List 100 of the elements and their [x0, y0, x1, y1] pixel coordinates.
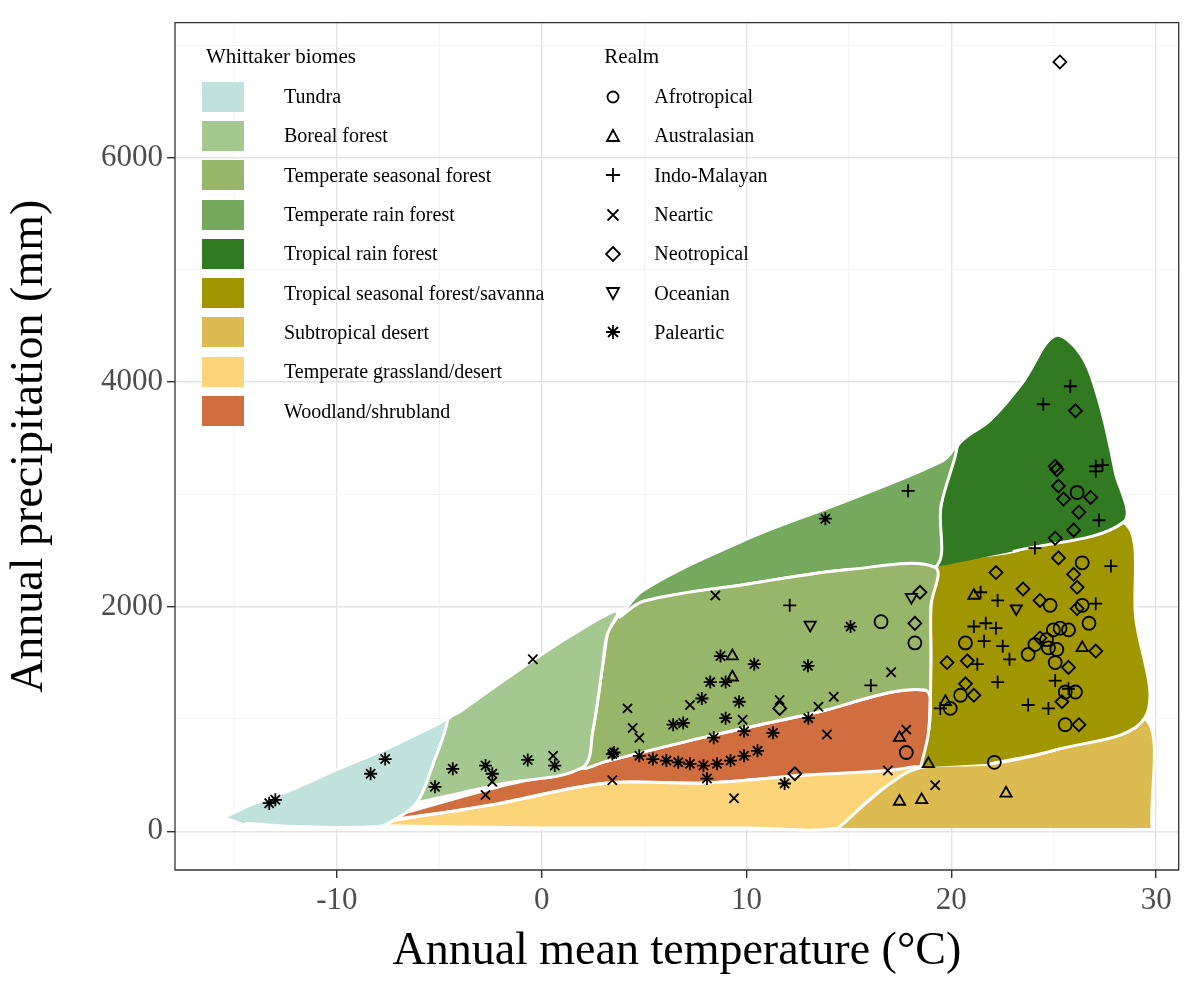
point	[659, 753, 674, 769]
point	[1069, 579, 1085, 595]
point	[958, 676, 973, 692]
point	[1069, 485, 1085, 500]
point	[1056, 491, 1071, 507]
point	[882, 765, 894, 776]
point	[1041, 700, 1056, 716]
point	[777, 776, 792, 791]
point	[1020, 646, 1036, 662]
point	[480, 789, 492, 801]
y-tick-label: 2000	[101, 586, 163, 622]
point	[1032, 630, 1048, 646]
y-tick-label: 0	[147, 811, 163, 847]
legend-label: Temperate seasonal forest	[284, 163, 492, 187]
point	[1047, 458, 1063, 474]
point	[990, 593, 1006, 608]
point	[800, 710, 816, 726]
legend-label: Boreal forest	[284, 124, 388, 148]
point	[921, 756, 935, 769]
point	[1049, 462, 1065, 478]
point	[1071, 717, 1087, 733]
point	[900, 724, 912, 736]
point	[1052, 620, 1068, 636]
point	[445, 761, 461, 777]
point	[904, 592, 918, 605]
point	[1047, 673, 1063, 688]
point	[261, 795, 277, 811]
point	[863, 678, 879, 693]
point	[725, 648, 739, 661]
point	[929, 779, 941, 791]
point	[966, 687, 982, 703]
point	[772, 700, 788, 716]
point	[645, 751, 661, 767]
point	[958, 635, 973, 651]
point	[1066, 522, 1082, 538]
point	[694, 691, 710, 706]
point	[1057, 717, 1073, 733]
point	[1069, 601, 1085, 616]
point	[627, 722, 639, 734]
point	[817, 511, 833, 527]
point	[973, 584, 989, 600]
point	[267, 792, 283, 808]
point	[765, 725, 781, 741]
legend-label: Woodland/shrubland	[284, 399, 451, 423]
point	[912, 584, 928, 600]
point	[1027, 637, 1043, 652]
legend-label: Tundra	[284, 85, 342, 109]
point	[774, 694, 786, 706]
point	[1047, 655, 1063, 670]
point	[377, 751, 393, 767]
point	[363, 766, 379, 782]
point	[1081, 615, 1097, 631]
point	[1061, 622, 1076, 638]
point	[953, 687, 968, 703]
point	[750, 743, 765, 759]
point	[978, 615, 994, 631]
point	[478, 758, 493, 773]
point	[1066, 566, 1082, 582]
point	[684, 699, 696, 711]
point	[702, 674, 718, 690]
point	[1002, 651, 1017, 667]
point	[873, 614, 889, 630]
point	[907, 615, 923, 631]
point	[633, 732, 645, 744]
point	[709, 590, 721, 601]
point	[547, 750, 559, 762]
point	[709, 756, 725, 772]
point	[885, 666, 897, 678]
point	[713, 648, 728, 664]
point	[725, 669, 739, 682]
text: Realm	[604, 44, 660, 68]
point	[696, 758, 711, 773]
point	[675, 715, 691, 731]
legend-label: Subtropical desert	[284, 320, 429, 344]
point	[670, 754, 686, 770]
point	[1074, 555, 1090, 571]
point	[787, 766, 803, 782]
point	[803, 620, 817, 633]
point	[915, 792, 929, 805]
point	[959, 653, 975, 669]
point	[800, 658, 816, 674]
point	[718, 710, 733, 726]
y-tick-label: 6000	[101, 137, 163, 173]
point	[1057, 684, 1073, 700]
point	[527, 653, 539, 665]
point	[682, 756, 698, 772]
point	[942, 700, 958, 716]
point	[1009, 604, 1023, 616]
legend-label: Paleartic	[654, 320, 725, 344]
point	[631, 748, 647, 764]
point	[1051, 478, 1066, 494]
y-tick-label: 4000	[101, 362, 163, 398]
legend-label: Tropical seasonal forest/savanna	[284, 281, 545, 305]
x-axis-title: Annual mean temperature (°C)	[392, 923, 962, 975]
point	[967, 588, 981, 600]
point	[939, 655, 955, 670]
point	[1088, 596, 1104, 612]
legend-label: Temperate grassland/desert	[284, 360, 502, 384]
point	[427, 779, 443, 795]
point	[988, 565, 1004, 580]
